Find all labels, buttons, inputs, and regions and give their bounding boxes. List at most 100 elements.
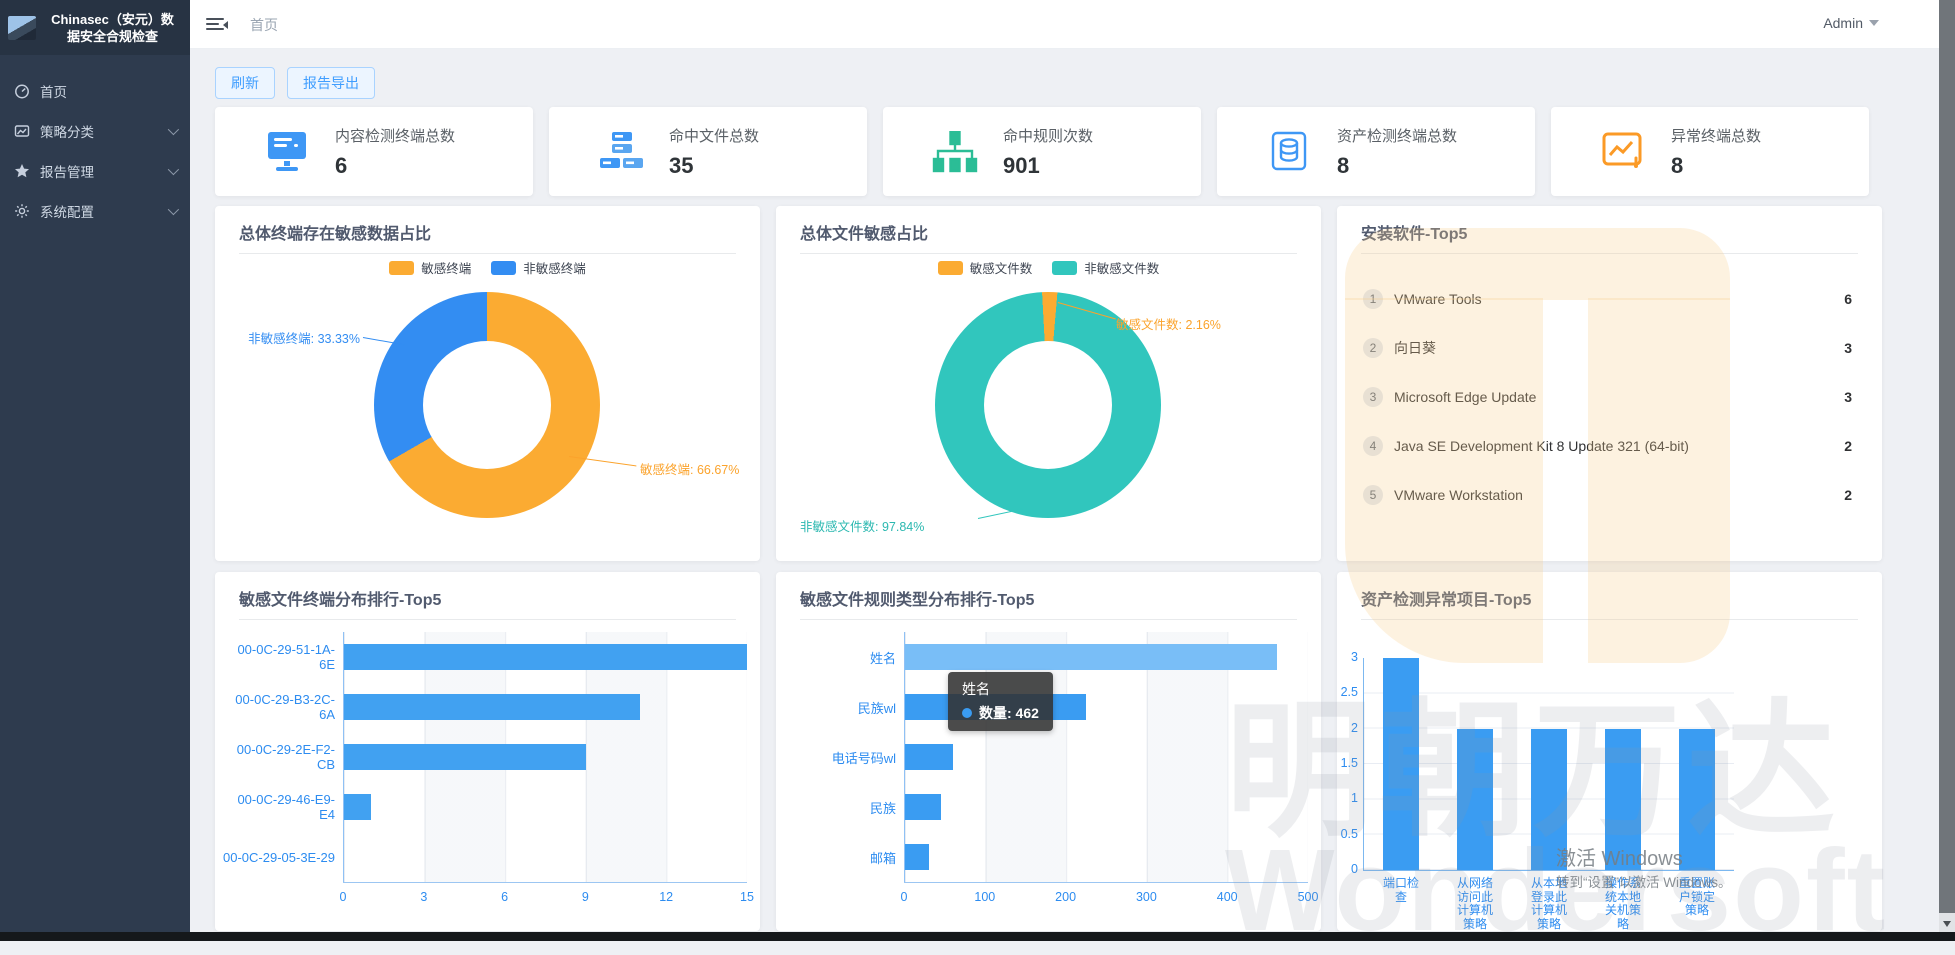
rank-badge: 4	[1363, 435, 1383, 456]
asset-monitor-icon	[1271, 131, 1307, 170]
bar-track	[343, 782, 747, 832]
refresh-button[interactable]: 刷新	[215, 67, 275, 99]
bar-从本地登录此计算机策略[interactable]	[1531, 728, 1567, 870]
software-name: 向日葵	[1394, 339, 1436, 356]
y-tick-label: 3	[1351, 650, 1358, 664]
stat-title: 异常终端总数	[1671, 127, 1762, 145]
software-name: VMware Tools	[1394, 290, 1482, 307]
x-category-label: 从网络 访问此 计算机 策略	[1456, 876, 1493, 931]
panel-title: 总体终端存在敏感数据占比	[239, 206, 736, 254]
legend-item[interactable]: 非敏感文件数	[1052, 258, 1159, 277]
bar-邮箱[interactable]	[905, 844, 930, 870]
app-logo: Chinasec（安元）数 据安全合规检查	[0, 0, 190, 55]
stat-value: 8	[1337, 152, 1350, 178]
x-tick-label: 0	[339, 890, 347, 904]
topology-icon	[932, 130, 978, 172]
panel-title: 资产检测异常项目-Top5	[1361, 572, 1858, 620]
dashboard-icon	[15, 84, 29, 99]
panel-title: 敏感文件规则类型分布排行-Top5	[800, 572, 1297, 620]
bar-00-0C-29-B3-2C-6A[interactable]	[344, 694, 640, 720]
tooltip-value: 数量: 462	[979, 705, 1039, 721]
bar-track	[343, 682, 747, 732]
stat-value: 6	[335, 152, 348, 178]
breadcrumb[interactable]: 首页	[250, 17, 278, 33]
panel-installed-software-top5: 安装软件-Top5 1 VMware Tools 6 2 向日葵 3 3 Mic…	[1337, 206, 1882, 561]
bar-00-0C-29-46-E9-E4[interactable]	[344, 794, 371, 820]
legend-item[interactable]: 敏感文件数	[937, 258, 1033, 277]
sidebar-item-settings[interactable]: 系统配置	[0, 191, 190, 231]
bar-电话号码wl[interactable]	[905, 744, 954, 770]
legend-label: 敏感文件数	[969, 262, 1033, 276]
series-dot-icon	[962, 708, 972, 718]
legend-swatch	[491, 260, 517, 275]
panel-file-sensitive-ratio: 总体文件敏感占比 敏感文件数 非敏感文件数 敏感文件数: 2.16% 非敏感文件…	[776, 206, 1321, 561]
y-tick-label: 0	[1351, 862, 1358, 876]
x-tick-label: 3	[420, 890, 428, 904]
stat-card-content-terminals: 内容检测终端总数 6	[215, 107, 533, 196]
chart-legend: 敏感文件数 非敏感文件数	[776, 258, 1321, 277]
list-item: 2 向日葵 3	[1337, 323, 1882, 372]
sidebar-item-policy[interactable]: 策略分类	[0, 111, 190, 151]
donut-chart-terminal-ratio[interactable]	[374, 292, 600, 518]
donut-chart-file-ratio[interactable]	[935, 292, 1161, 518]
policy-icon	[14, 125, 30, 137]
chart-row: 00-0C-29-B3-2C-6A	[223, 682, 747, 732]
x-tick-label: 12	[659, 890, 674, 904]
sidebar-item-label: 报告管理	[40, 165, 94, 180]
server-cluster-icon	[600, 131, 643, 168]
donut-callout: 非敏感终端: 33.33%	[248, 332, 360, 346]
user-menu[interactable]: Admin	[1823, 15, 1879, 31]
chart-row: 00-0C-29-51-1A-6E	[223, 632, 747, 682]
bar-操作系统本地关机策略[interactable]	[1605, 728, 1641, 870]
abnormal-chart-icon	[1602, 132, 1642, 168]
bar-track	[343, 732, 747, 782]
y-category-label: 电话号码wl	[831, 750, 896, 766]
app-title-line1: Chinasec（安元）数	[51, 11, 174, 27]
star-icon	[15, 164, 29, 178]
x-tick-label: 300	[1135, 890, 1157, 904]
bar-端口检查[interactable]	[1383, 658, 1419, 870]
chart-row: 00-0C-29-05-3E-29	[223, 832, 747, 882]
panel-title: 敏感文件终端分布排行-Top5	[239, 572, 736, 620]
list-item: 4 Java SE Development Kit 8 Update 321 (…	[1337, 421, 1882, 470]
software-list: 1 VMware Tools 6 2 向日葵 3 3 Microsoft Edg…	[1337, 274, 1882, 519]
y-category-label: 民族wl	[857, 700, 896, 716]
legend-swatch	[1052, 260, 1078, 275]
y-tick-label: 1	[1351, 791, 1358, 806]
chart-row: 00-0C-29-46-E9-E4	[223, 782, 747, 832]
sidebar-item-reports[interactable]: 报告管理	[0, 151, 190, 191]
stat-title: 命中文件总数	[669, 127, 760, 145]
sidebar-item-home[interactable]: 首页	[0, 71, 190, 111]
x-tick-label: 15	[740, 890, 754, 904]
rank-badge: 1	[1363, 288, 1383, 309]
list-item: 5 VMware Workstation 2	[1337, 470, 1882, 519]
y-tick-label: 2	[1351, 720, 1358, 735]
bar-民族[interactable]	[905, 794, 942, 820]
sidebar-collapse-icon[interactable]	[206, 15, 228, 33]
x-tick-label: 200	[1055, 890, 1077, 904]
bar-track	[904, 832, 1308, 882]
sidebar-menu: 首页 策略分类 报告管理 系统配置	[0, 55, 190, 231]
legend-item[interactable]: 非敏感终端	[491, 258, 586, 277]
vertical-scrollbar[interactable]	[1939, 0, 1955, 933]
chevron-down-icon	[167, 163, 180, 176]
stat-value: 901	[1003, 152, 1040, 178]
bar-00-0C-29-2E-F2-CB[interactable]	[344, 744, 586, 770]
bar-00-0C-29-51-1A-6E[interactable]	[344, 644, 747, 670]
gear-icon	[15, 204, 29, 218]
panel-rule-type-top5: 敏感文件规则类型分布排行-Top5 姓名 民族wl 电话号码wl 民族 邮箱 0 100 2…	[776, 572, 1321, 931]
stat-title: 命中规则次数	[1003, 127, 1094, 145]
bar-姓名[interactable]	[905, 644, 1278, 670]
x-axis: 0 3 6 9 12 15	[339, 882, 754, 907]
bar-重置账户锁定策略[interactable]	[1679, 728, 1715, 870]
scroll-down-button[interactable]	[1939, 913, 1955, 933]
tooltip-title: 姓名	[962, 681, 990, 697]
legend-item[interactable]: 敏感终端	[389, 258, 471, 277]
chart-row: 民族	[784, 782, 1308, 832]
plot-area: 0 0.5 1 1.5 2 2.5 3 端口检 查 从网络 访问此 计算机 策略 从本地 登录此 …	[1341, 650, 1734, 930]
panel-title: 总体文件敏感占比	[800, 206, 1297, 254]
report-export-button[interactable]: 报告导出	[287, 67, 375, 99]
user-name: Admin	[1823, 15, 1863, 31]
panel-terminal-sensitive-ratio: 总体终端存在敏感数据占比 敏感终端 非敏感终端 非敏感终端: 33.33% 敏感…	[215, 206, 760, 561]
bar-从网络访问此计算机策略[interactable]	[1457, 728, 1493, 870]
